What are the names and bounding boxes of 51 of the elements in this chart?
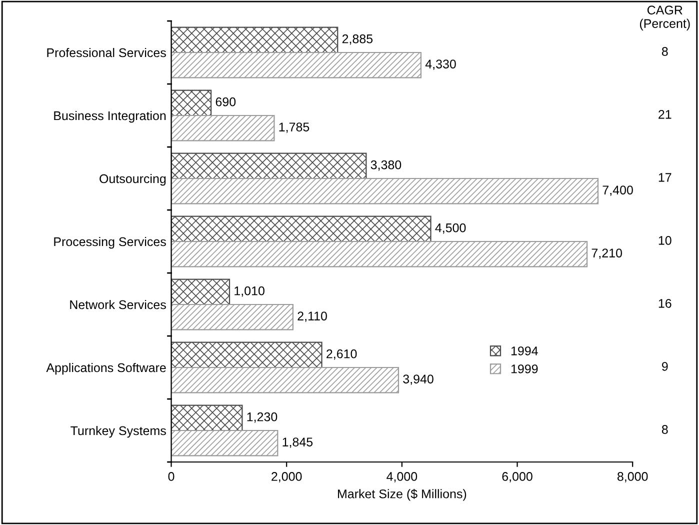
text: 8 [662, 425, 668, 434]
data-label: 7,400 [602, 186, 633, 196]
bar [171, 240, 588, 268]
y-tick-label: Network Services [70, 300, 166, 310]
x-tick-label: 0 [168, 472, 174, 481]
text: 16 [658, 299, 672, 308]
data-label: 2,885 [342, 34, 373, 45]
data-label: 2,610 [326, 349, 357, 360]
legend-label: 1994 [511, 346, 538, 356]
x-axis-title: Market Size ($ Millions) [338, 488, 466, 501]
y-tick-label: Professional Services [47, 48, 166, 58]
y-tick-label: Applications Software [46, 362, 166, 375]
bar [171, 178, 599, 204]
data-label: 690 [216, 97, 236, 106]
bar [171, 404, 243, 432]
text: 17 [658, 173, 672, 182]
data-label: 7,210 [592, 248, 622, 259]
bar [171, 342, 322, 368]
text: 9 [662, 362, 668, 371]
text: 8 [662, 47, 668, 56]
data-label: 1,785 [279, 122, 310, 133]
bar [171, 304, 294, 330]
bar [171, 114, 275, 142]
data-label: 4,330 [425, 60, 456, 70]
x-tick-label: 2,000 [272, 472, 302, 482]
bar [171, 152, 367, 180]
data-label: 3,940 [403, 374, 434, 385]
data-label: 4,500 [435, 223, 466, 234]
bar [171, 430, 278, 456]
data-label: 1,230 [247, 412, 278, 423]
y-tick-label: Outsourcing [100, 174, 166, 186]
bar [171, 216, 432, 242]
text: CAGR (Percent) [640, 6, 690, 30]
legend-label: 1999 [511, 364, 538, 374]
data-label: 1,010 [234, 286, 264, 297]
text: 21 [658, 110, 672, 119]
data-label: 1,845 [282, 438, 313, 448]
x-tick-label: 8,000 [618, 472, 648, 482]
y-tick-label: Turnkey Systems [70, 426, 166, 438]
bar [171, 26, 338, 54]
text: 10 [658, 236, 672, 245]
bar [171, 52, 422, 78]
y-tick-label: Business Integration [54, 110, 166, 123]
x-tick-label: 4,000 [386, 472, 418, 482]
y-tick-label: Processing Services [54, 236, 166, 249]
bar [171, 278, 230, 306]
bar [171, 90, 212, 116]
x-tick-label: 6,000 [502, 472, 532, 482]
bar [171, 366, 400, 394]
data-label: 2,110 [298, 312, 327, 322]
data-label: 3,380 [370, 160, 402, 171]
